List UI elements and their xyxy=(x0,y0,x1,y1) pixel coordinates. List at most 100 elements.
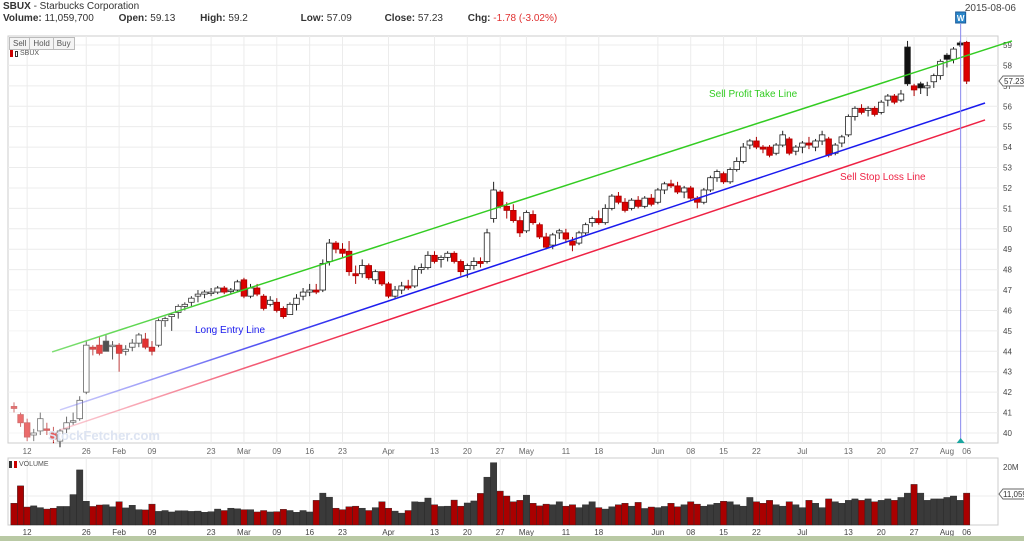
volume-bar xyxy=(109,506,116,526)
volume-tag xyxy=(998,488,1024,500)
candle-body xyxy=(253,287,261,295)
volume-x-tick-label: Aug xyxy=(940,528,954,537)
volume-bar xyxy=(509,501,517,526)
volume-bar xyxy=(772,504,780,526)
buy-button[interactable]: Buy xyxy=(56,39,71,48)
volume-bar xyxy=(299,510,307,526)
candle-body xyxy=(707,177,714,191)
volume-bar xyxy=(628,505,635,526)
volume-bar xyxy=(240,509,248,526)
y-tick-label: 42 xyxy=(1003,388,1012,397)
volume-bar xyxy=(490,462,498,526)
candle-body xyxy=(588,218,596,224)
volume-value: 11,059,700 xyxy=(44,13,94,24)
price-tag xyxy=(998,75,1024,87)
y-tick-label: 51 xyxy=(1003,204,1012,213)
x-tick-label: 09 xyxy=(272,447,281,456)
watermark: StockFetcher.com xyxy=(48,428,160,443)
candle-body xyxy=(332,242,340,250)
y-tick-label: 59 xyxy=(1003,41,1012,50)
volume-bar xyxy=(483,476,491,526)
candle-body xyxy=(273,301,280,311)
candle-body xyxy=(582,224,589,234)
high-label: High: xyxy=(200,13,226,24)
volume-bar xyxy=(693,503,701,526)
candle-body xyxy=(352,273,359,277)
volume-bar xyxy=(201,512,208,526)
candle-body xyxy=(845,116,852,136)
volume-bar xyxy=(956,500,964,526)
price-legend-label: SBUX xyxy=(20,50,40,57)
volume-bar xyxy=(260,510,268,526)
candle-body xyxy=(391,289,399,297)
volume-bar xyxy=(96,504,103,526)
volume-bar xyxy=(950,495,957,526)
y-tick-label: 53 xyxy=(1003,164,1012,173)
candle-body xyxy=(634,199,642,207)
candle-body xyxy=(746,140,754,146)
candle-body xyxy=(608,195,616,209)
volume-bar xyxy=(227,507,235,526)
volume-bar xyxy=(871,501,879,526)
candle-body xyxy=(615,195,622,203)
volume-bar xyxy=(720,501,727,526)
x-tick-label: 15 xyxy=(719,447,728,456)
volume-x-tick-label: Jun xyxy=(651,528,664,537)
x-tick-label: Feb xyxy=(112,447,126,456)
volume-x-tick-label: 23 xyxy=(338,528,347,537)
volume-bar xyxy=(325,496,333,526)
volume-bar xyxy=(187,511,195,526)
volume-bar xyxy=(825,498,833,526)
volume-bar xyxy=(17,485,24,526)
volume-bar xyxy=(621,503,629,526)
candle-body xyxy=(786,138,793,154)
volume-bar xyxy=(936,498,944,526)
volume-bar xyxy=(411,501,419,526)
hold-button[interactable]: Hold xyxy=(30,38,54,49)
candle-body xyxy=(510,210,517,222)
symbol: SBUX xyxy=(3,1,31,12)
volume-bar xyxy=(838,503,846,526)
candle-body xyxy=(385,283,392,297)
fade-overlay xyxy=(9,290,249,442)
candle-body xyxy=(542,236,550,248)
volume-bar xyxy=(319,492,327,526)
sell-profit-take-label: Sell Profit Take Line xyxy=(709,89,798,100)
candle-body xyxy=(812,140,819,148)
y-tick-label: 55 xyxy=(1003,123,1012,132)
y-tick-label: 58 xyxy=(1003,61,1012,70)
signal-toolbar: Sell Hold Buy xyxy=(9,37,75,50)
candle-body xyxy=(766,146,773,156)
candle-body xyxy=(529,214,537,224)
signal-marker-label: W xyxy=(957,14,965,23)
y-tick-label: 52 xyxy=(1003,184,1012,193)
volume-bar xyxy=(161,510,169,526)
volume-bar xyxy=(312,500,320,526)
volume-bar xyxy=(864,498,872,526)
volume-bar xyxy=(569,504,576,526)
candle-body xyxy=(450,252,458,262)
title: SBUX - Starbucks Corporation xyxy=(3,1,139,12)
open-label: Open: xyxy=(118,13,148,24)
y-tick-label: 48 xyxy=(1003,266,1012,275)
x-tick-label: Apr xyxy=(382,447,395,456)
volume-bar xyxy=(194,510,202,526)
sell-button[interactable]: Sell xyxy=(10,38,31,49)
volume-bar xyxy=(634,502,642,526)
x-tick-label: 23 xyxy=(338,447,347,456)
volume-x-tick-label: 09 xyxy=(148,528,157,537)
volume-bar xyxy=(608,506,616,526)
volume-bar xyxy=(805,500,813,526)
x-tick-label: May xyxy=(519,447,534,456)
sell-stop-loss-label: Sell Stop Loss Line xyxy=(840,172,926,183)
volume-x-tick-label: 13 xyxy=(844,528,853,537)
candle-body xyxy=(326,242,333,262)
volume-bar xyxy=(496,490,504,526)
y-tick-label: 54 xyxy=(1003,143,1012,152)
x-tick-label: 20 xyxy=(877,447,886,456)
candle-body xyxy=(345,250,353,273)
volume-bar xyxy=(910,484,918,526)
volume-bar xyxy=(470,500,478,526)
volume-bar xyxy=(273,511,281,526)
